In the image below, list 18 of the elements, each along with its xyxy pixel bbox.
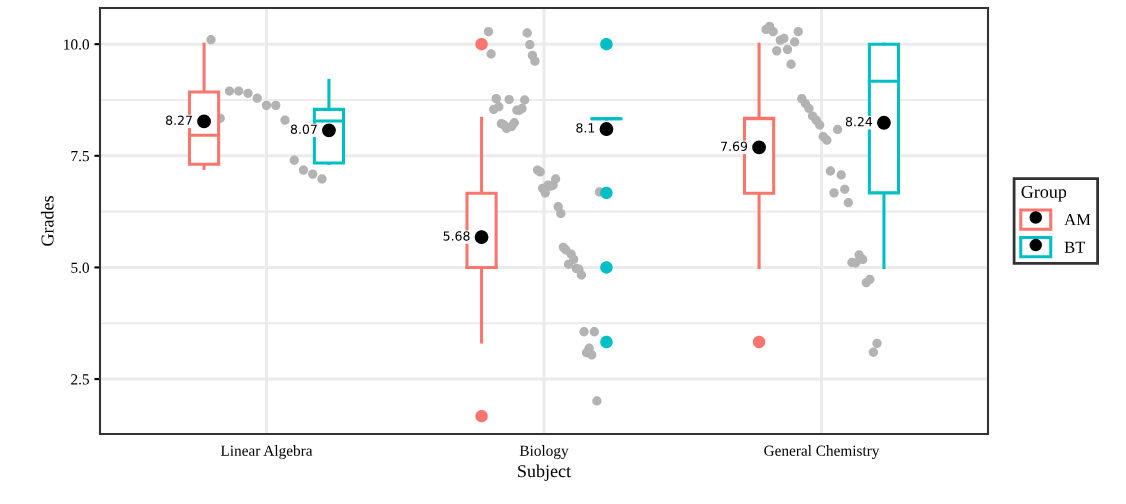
annotation: 8.27 xyxy=(165,115,192,126)
annotation: 8.07 xyxy=(290,124,317,134)
annotation: 7.69 xyxy=(721,141,748,151)
annotation: 8.24 xyxy=(845,116,873,127)
y-tick-label: 7.5 xyxy=(71,151,89,162)
y-tick-label: 2.5 xyxy=(71,374,89,385)
annotation: 8.1 xyxy=(576,123,595,133)
legend-label: AM xyxy=(1064,214,1091,226)
annotation: 5.68 xyxy=(443,231,470,241)
y-axis-title: Grades xyxy=(40,196,54,246)
x-axis-title: Subject xyxy=(518,464,571,481)
x-tick-label: Linear Algebra xyxy=(220,445,313,460)
y-tick-label: 5.0 xyxy=(71,262,89,273)
x-tick-label: Biology xyxy=(519,445,569,460)
legend-label: BT xyxy=(1064,241,1086,253)
y-tick-label: 10.0 xyxy=(64,39,89,50)
legend-title: Group xyxy=(1021,185,1067,202)
x-tick-label: General Chemistry xyxy=(764,445,880,460)
